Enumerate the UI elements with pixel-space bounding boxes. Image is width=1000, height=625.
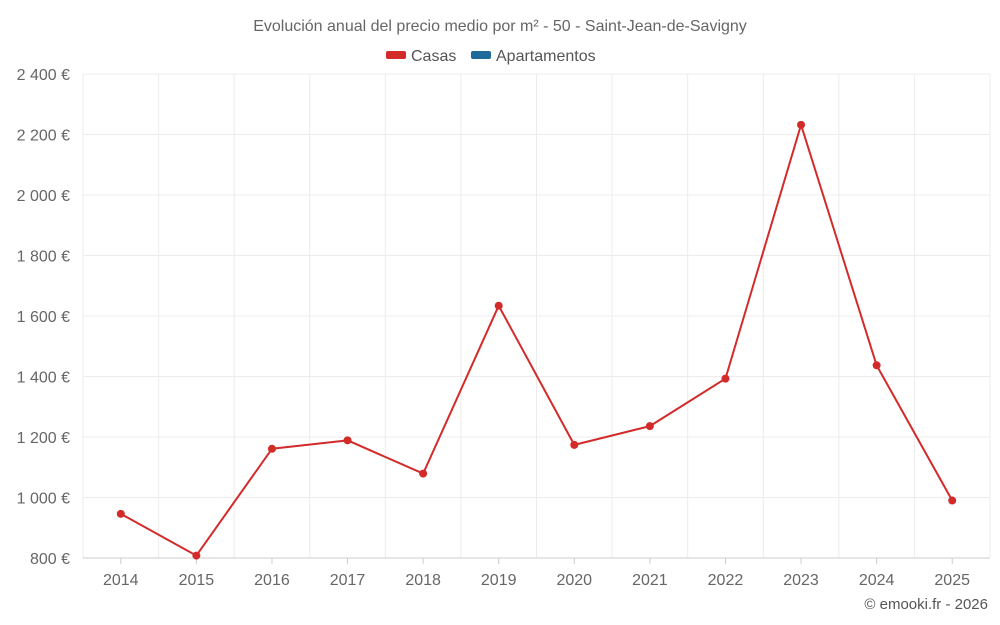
x-axis: 2014 2015 2016 2017 2018 2019 2020 2021 2022 2023… xyxy=(103,558,970,589)
data-point-2019[interactable] xyxy=(494,301,503,310)
data-point-2022[interactable] xyxy=(721,374,730,383)
legend-label: Apartamentos xyxy=(496,48,596,65)
legend-item-casas[interactable]: Casas xyxy=(386,48,456,65)
credit-text: © emooki.fr - 2026 xyxy=(864,596,988,613)
data-point-2021[interactable] xyxy=(645,422,654,431)
legend[interactable]: Casas Apartamentos xyxy=(386,48,596,65)
grid-lines xyxy=(82,73,991,559)
y-axis: 800 € 1 000 € 1 200 € 1 400 € 1 600 € 1 800 €… xyxy=(17,67,70,568)
x-tick-label: 2024 xyxy=(859,572,895,589)
data-point-2018[interactable] xyxy=(419,469,428,478)
x-tick-label: 2020 xyxy=(556,572,592,589)
y-tick-label: 2 000 € xyxy=(17,188,70,205)
y-tick-label: 2 200 € xyxy=(17,128,70,145)
data-point-2024[interactable] xyxy=(872,361,881,370)
y-tick-label: 1 200 € xyxy=(17,430,70,447)
y-tick-label: 800 € xyxy=(30,551,70,568)
data-point-2014[interactable] xyxy=(116,509,125,518)
x-tick-label: 2015 xyxy=(179,572,215,589)
x-tick-label: 2016 xyxy=(254,572,290,589)
x-tick-label: 2025 xyxy=(934,572,970,589)
x-tick-label: 2019 xyxy=(481,572,517,589)
data-point-2025[interactable] xyxy=(948,496,957,505)
data-point-2023[interactable] xyxy=(797,120,806,129)
y-tick-label: 1 800 € xyxy=(17,249,70,266)
data-point-2016[interactable] xyxy=(267,444,276,453)
series-line xyxy=(120,123,954,557)
series-casas[interactable] xyxy=(116,120,957,560)
y-tick-label: 1 000 € xyxy=(17,491,70,508)
x-tick-label: 2021 xyxy=(632,572,668,589)
legend-label: Casas xyxy=(411,48,456,65)
series-layer xyxy=(116,120,957,560)
data-point-2015[interactable] xyxy=(192,551,201,560)
data-point-2020[interactable] xyxy=(570,440,579,449)
legend-item-apartamentos[interactable]: Apartamentos xyxy=(471,48,596,65)
legend-swatch xyxy=(386,51,406,59)
x-tick-label: 2018 xyxy=(405,572,441,589)
legend-swatch xyxy=(471,51,491,59)
x-tick-label: 2014 xyxy=(103,572,139,589)
x-tick-label: 2017 xyxy=(330,572,366,589)
y-tick-label: 1 600 € xyxy=(17,309,70,326)
data-point-2017[interactable] xyxy=(343,436,352,445)
x-tick-label: 2022 xyxy=(708,572,744,589)
x-tick-label: 2023 xyxy=(783,572,819,589)
chart-title: Evolución anual del precio medio por m² … xyxy=(253,18,747,35)
y-tick-label: 1 400 € xyxy=(17,370,70,387)
y-tick-label: 2 400 € xyxy=(17,67,70,84)
